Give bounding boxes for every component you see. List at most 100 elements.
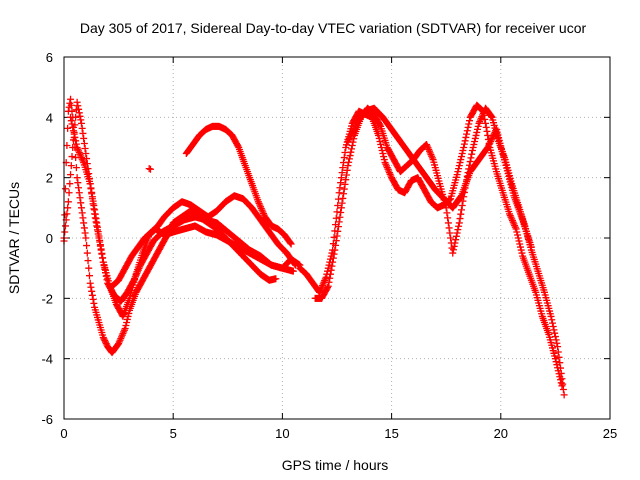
data-point	[76, 150, 84, 158]
data-point	[291, 260, 299, 268]
data-point	[340, 185, 348, 193]
data-point	[511, 222, 519, 230]
data-point	[335, 218, 343, 226]
data-point	[445, 224, 453, 232]
data-point	[518, 249, 526, 257]
data-point	[464, 123, 472, 131]
data-point	[348, 130, 356, 138]
data-point	[316, 288, 324, 296]
data-point	[345, 134, 353, 142]
data-point	[349, 138, 357, 146]
data-point	[326, 270, 334, 278]
data-point	[259, 208, 267, 216]
data-point	[557, 369, 565, 377]
data-point	[333, 232, 341, 240]
x-tick-label: 10	[275, 426, 289, 441]
data-point	[557, 379, 565, 387]
data-point	[451, 239, 459, 247]
data-point	[457, 156, 465, 164]
data-point	[548, 319, 556, 327]
data-point	[254, 198, 262, 206]
data-point	[81, 145, 89, 153]
data-point	[95, 232, 103, 240]
data-point	[340, 190, 348, 198]
data-point	[381, 159, 389, 167]
data-point	[351, 122, 359, 130]
data-point	[346, 152, 354, 160]
data-point	[443, 209, 451, 217]
data-point	[257, 205, 265, 213]
data-point	[426, 149, 434, 157]
data-point	[67, 117, 75, 125]
data-point	[67, 162, 75, 170]
data-point	[257, 203, 265, 211]
data-point	[492, 127, 500, 135]
data-point	[336, 213, 344, 221]
data-point	[452, 232, 460, 240]
data-point	[325, 278, 333, 286]
data-point	[346, 133, 354, 141]
data-point	[449, 246, 457, 254]
data-point	[77, 154, 85, 162]
data-point	[91, 206, 99, 214]
data-point	[121, 325, 129, 332]
data-point	[466, 158, 474, 166]
data-point	[348, 141, 356, 149]
data-point	[556, 359, 564, 367]
data-point	[318, 282, 326, 290]
y-tick-label: 0	[46, 231, 53, 246]
data-point	[116, 336, 124, 344]
data-point	[468, 150, 476, 158]
data-point	[347, 131, 355, 139]
data-point	[85, 264, 93, 272]
data-point	[472, 131, 480, 139]
data-point	[68, 120, 76, 128]
data-point	[93, 223, 101, 231]
data-point	[258, 206, 266, 214]
data-point	[256, 201, 264, 209]
data-point	[460, 144, 468, 151]
data-point	[328, 262, 336, 270]
data-point	[80, 139, 88, 147]
data-point	[77, 116, 85, 124]
data-point	[118, 331, 126, 339]
y-axis-label: SDTVAR / TECUs	[6, 182, 22, 294]
data-point	[506, 212, 514, 220]
data-point	[115, 340, 123, 348]
data-point	[350, 124, 358, 132]
data-point	[444, 214, 452, 222]
data-point	[61, 185, 69, 193]
data-point	[77, 204, 85, 212]
data-point	[549, 322, 557, 330]
data-point	[425, 146, 433, 154]
x-tick-label: 5	[170, 426, 177, 441]
data-point	[342, 176, 350, 184]
data-point	[482, 119, 490, 127]
data-point	[453, 171, 461, 179]
data-point	[333, 208, 341, 216]
data-point	[329, 258, 337, 266]
data-point	[345, 155, 353, 163]
data-point	[456, 159, 464, 167]
data-point	[457, 210, 465, 218]
data-point	[455, 219, 463, 227]
data-point	[234, 142, 242, 150]
data-point	[509, 218, 517, 226]
data-point	[446, 229, 454, 237]
data-point	[517, 246, 525, 254]
x-tick-label: 15	[384, 426, 398, 441]
data-point	[337, 204, 345, 212]
data-point	[455, 162, 463, 170]
data-point	[68, 153, 76, 161]
data-point	[454, 168, 462, 176]
data-point	[77, 119, 85, 127]
x-tick-label: 0	[60, 426, 67, 441]
data-point	[487, 136, 495, 144]
y-tick-label: 4	[46, 110, 53, 125]
data-point	[88, 188, 96, 196]
data-point	[64, 204, 72, 212]
data-point	[428, 154, 436, 162]
data-point	[75, 147, 83, 155]
data-point	[286, 239, 294, 247]
data-point	[455, 165, 463, 173]
